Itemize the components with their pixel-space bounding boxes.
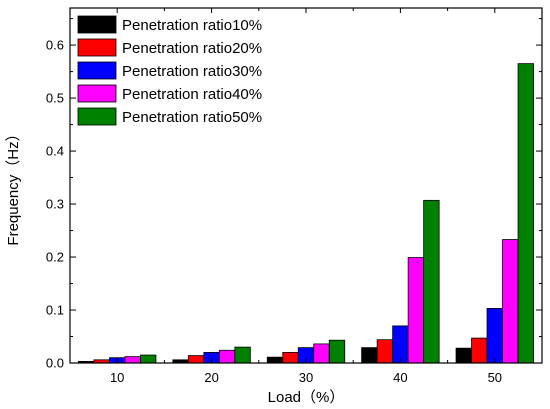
bar-40-series-5: [423, 199, 440, 364]
bar-40-series-3: [392, 325, 409, 364]
legend-label-series-3: Penetration ratio30%: [122, 63, 262, 80]
legend-swatch-series-3: [77, 61, 117, 80]
x-tick-label-40: 40: [393, 370, 407, 385]
bar-20-series-2: [187, 355, 205, 364]
x-tick-label-50: 50: [488, 370, 502, 385]
bars-layer: [78, 63, 534, 364]
x-tick-label-30: 30: [299, 370, 313, 385]
legend-label-series-4: Penetration ratio40%: [122, 86, 262, 103]
x-tick-label-10: 10: [110, 370, 124, 385]
bar-20-series-4: [218, 349, 236, 364]
y-tick-label: 0.4: [46, 144, 64, 159]
legend-label-series-1: Penetration ratio10%: [122, 17, 262, 34]
bar-40-series-4: [407, 257, 425, 364]
bar-30-series-1: [266, 356, 284, 364]
x-tick-label-20: 20: [204, 370, 218, 385]
bar-50-series-4: [502, 239, 519, 364]
bar-10-series-4: [124, 356, 141, 364]
x-axis-title: Load（%）: [268, 389, 345, 406]
ticks-layer: 0.0 0.1 0.2 0.3 0.4 0.5 0.6 10 20 30 40 50: [46, 8, 542, 385]
bar-40-series-2: [376, 339, 394, 364]
legend: Penetration ratio10% Penetration ratio20%…: [77, 15, 262, 126]
bar-30-series-5: [328, 339, 346, 364]
legend-label-series-5: Penetration ratio50%: [122, 109, 262, 126]
y-tick-label: 0.2: [46, 250, 64, 265]
y-tick-label: 0.6: [46, 38, 64, 53]
plot-frame: [69, 7, 543, 364]
bar-30-series-2: [282, 351, 299, 364]
legend-label-series-2: Penetration ratio20%: [122, 40, 262, 57]
bar-50-series-1: [455, 347, 472, 364]
bar-50-series-3: [486, 308, 503, 364]
legend-swatch-series-1: [77, 15, 117, 34]
bar-20-series-5: [234, 346, 251, 364]
y-tick-label: 0.0: [46, 356, 64, 371]
bar-10-series-5: [140, 354, 157, 364]
bar-50-series-5: [517, 63, 534, 364]
legend-swatch-series-4: [77, 84, 117, 103]
y-tick-label: 0.5: [46, 91, 64, 106]
y-axis-title: Frequency（Hz）: [5, 126, 22, 245]
y-tick-label: 0.3: [46, 197, 64, 212]
bar-40-series-1: [361, 347, 378, 364]
legend-swatch-series-5: [77, 107, 117, 126]
y-tick-label: 0.1: [46, 303, 64, 318]
bar-30-series-4: [313, 343, 330, 364]
bar-50-series-2: [471, 337, 488, 364]
legend-swatch-series-2: [77, 38, 117, 57]
